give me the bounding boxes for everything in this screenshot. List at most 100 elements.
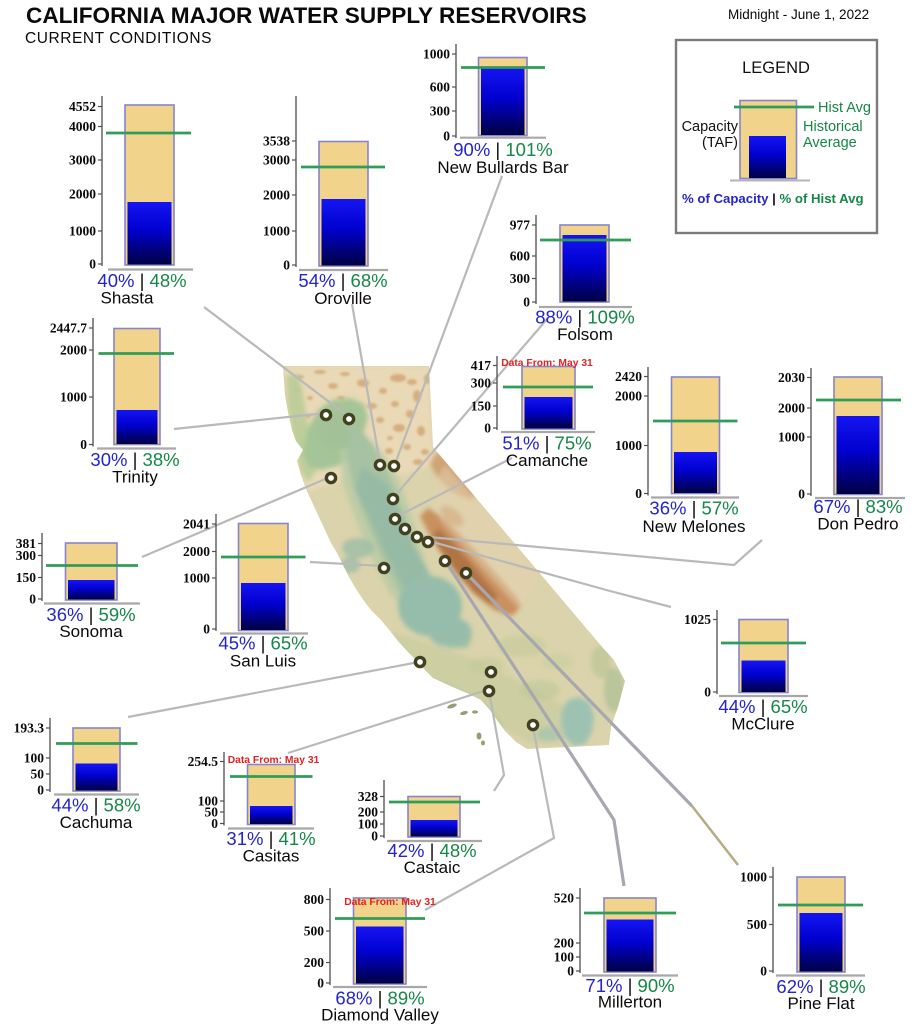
svg-text:800: 800: [304, 892, 325, 907]
svg-text:2447.7: 2447.7: [50, 321, 87, 336]
svg-text:% of Capacity | % of Hist Avg: % of Capacity | % of Hist Avg: [682, 191, 864, 206]
svg-text:CURRENT CONDITIONS: CURRENT CONDITIONS: [25, 30, 212, 47]
svg-text:Castaic: Castaic: [404, 858, 461, 877]
svg-text:44% | 65%: 44% | 65%: [718, 696, 807, 717]
svg-text:4552: 4552: [69, 99, 96, 114]
svg-text:0: 0: [283, 258, 290, 273]
svg-text:36% | 57%: 36% | 57%: [649, 498, 738, 519]
svg-text:2030: 2030: [778, 370, 805, 385]
svg-text:500: 500: [304, 924, 325, 939]
svg-text:417: 417: [471, 358, 492, 373]
svg-text:1000: 1000: [740, 870, 767, 885]
svg-text:0: 0: [523, 295, 530, 310]
svg-text:1000: 1000: [69, 224, 96, 239]
svg-text:200: 200: [304, 955, 325, 970]
svg-text:51% | 75%: 51% | 75%: [502, 433, 591, 454]
svg-text:0: 0: [89, 257, 96, 272]
svg-text:2000: 2000: [615, 389, 642, 404]
svg-text:600: 600: [430, 80, 451, 95]
svg-text:Trinity: Trinity: [112, 468, 158, 487]
svg-text:San Luis: San Luis: [230, 652, 296, 671]
svg-text:2041: 2041: [183, 517, 210, 532]
svg-text:Average: Average: [803, 135, 857, 151]
svg-text:1025: 1025: [684, 612, 711, 627]
svg-text:Casitas: Casitas: [243, 847, 300, 866]
svg-text:0: 0: [443, 129, 450, 144]
svg-text:520: 520: [554, 891, 575, 906]
svg-text:McClure: McClure: [731, 715, 794, 734]
svg-text:328: 328: [358, 789, 379, 804]
svg-text:45% | 65%: 45% | 65%: [218, 633, 307, 654]
svg-text:Cachuma: Cachuma: [60, 813, 133, 832]
svg-text:0: 0: [704, 685, 711, 700]
svg-text:381: 381: [16, 536, 37, 551]
svg-text:0: 0: [635, 486, 642, 501]
svg-text:Diamond Valley: Diamond Valley: [321, 1006, 439, 1024]
svg-text:42% | 48%: 42% | 48%: [387, 840, 476, 861]
svg-text:2000: 2000: [183, 544, 210, 559]
svg-text:300: 300: [510, 271, 531, 286]
svg-text:40% | 48%: 40% | 48%: [97, 270, 186, 291]
svg-text:90% | 101%: 90% | 101%: [453, 139, 552, 160]
svg-text:30% | 38%: 30% | 38%: [90, 449, 179, 470]
svg-text:254.5: 254.5: [188, 754, 219, 769]
svg-text:0: 0: [760, 964, 767, 979]
svg-text:1000: 1000: [423, 47, 450, 62]
svg-text:Midnight - June 1, 2022: Midnight - June 1, 2022: [728, 7, 869, 22]
svg-text:1000: 1000: [263, 224, 290, 239]
svg-text:31% | 41%: 31% | 41%: [226, 828, 315, 849]
svg-text:0: 0: [37, 783, 44, 798]
svg-text:100: 100: [358, 817, 379, 832]
svg-text:Capacity: Capacity: [682, 119, 739, 135]
svg-text:Folsom: Folsom: [557, 325, 613, 344]
svg-text:2000: 2000: [778, 401, 805, 416]
svg-text:CALIFORNIA MAJOR WATER SUPPLY: CALIFORNIA MAJOR WATER SUPPLY RESERVOIRS: [26, 3, 587, 28]
svg-text:600: 600: [510, 249, 531, 264]
svg-text:2000: 2000: [69, 187, 96, 202]
svg-text:1000: 1000: [183, 571, 210, 586]
svg-text:100: 100: [198, 794, 219, 809]
svg-text:Shasta: Shasta: [101, 289, 154, 308]
svg-text:44% | 58%: 44% | 58%: [51, 795, 140, 816]
svg-text:150: 150: [471, 399, 492, 414]
svg-text:2000: 2000: [60, 343, 87, 358]
svg-text:(TAF): (TAF): [702, 135, 738, 151]
svg-text:200: 200: [554, 936, 575, 951]
svg-text:0: 0: [29, 592, 36, 607]
svg-text:62% | 89%: 62% | 89%: [776, 976, 865, 997]
svg-text:LEGEND: LEGEND: [742, 59, 810, 77]
svg-text:Pine Flat: Pine Flat: [787, 994, 854, 1013]
svg-text:300: 300: [471, 376, 492, 391]
svg-text:0: 0: [203, 622, 210, 637]
svg-text:3000: 3000: [69, 153, 96, 168]
svg-text:Historical: Historical: [803, 119, 863, 135]
svg-text:100: 100: [24, 751, 45, 766]
svg-text:977: 977: [510, 218, 531, 233]
svg-text:Sonoma: Sonoma: [59, 622, 123, 641]
svg-text:100: 100: [554, 950, 575, 965]
svg-text:0: 0: [484, 421, 491, 436]
svg-text:3000: 3000: [263, 153, 290, 168]
svg-text:0: 0: [317, 976, 324, 991]
svg-text:Oroville: Oroville: [314, 289, 372, 308]
svg-text:300: 300: [430, 104, 451, 119]
svg-text:71% | 90%: 71% | 90%: [585, 975, 674, 996]
svg-text:54% | 68%: 54% | 68%: [298, 270, 387, 291]
svg-text:193.3: 193.3: [14, 721, 45, 736]
svg-text:Data From: May 31: Data From: May 31: [228, 755, 320, 766]
svg-text:2420: 2420: [615, 369, 642, 384]
svg-text:New Melones: New Melones: [643, 517, 746, 536]
svg-text:150: 150: [16, 570, 37, 585]
svg-text:1000: 1000: [615, 438, 642, 453]
svg-text:0: 0: [371, 829, 378, 844]
svg-text:67% | 83%: 67% | 83%: [813, 496, 902, 517]
svg-text:3538: 3538: [263, 134, 290, 149]
svg-text:Camanche: Camanche: [506, 451, 588, 470]
svg-text:2000: 2000: [263, 188, 290, 203]
svg-text:500: 500: [747, 917, 768, 932]
svg-text:0: 0: [567, 964, 574, 979]
svg-text:0: 0: [211, 816, 218, 831]
svg-text:Don Pedro: Don Pedro: [817, 515, 898, 534]
svg-text:Hist Avg: Hist Avg: [818, 100, 871, 116]
svg-text:68% | 89%: 68% | 89%: [335, 988, 424, 1009]
